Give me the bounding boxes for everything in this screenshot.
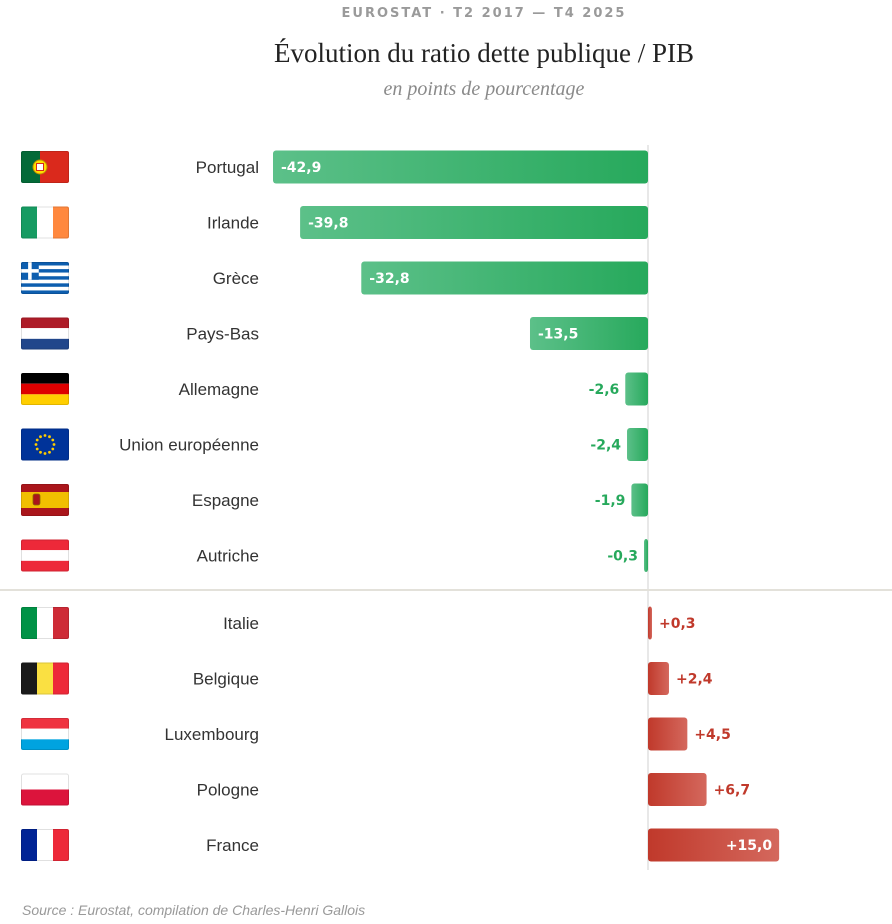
germany-flag (21, 373, 69, 405)
italy-flag (21, 607, 69, 639)
bar (273, 150, 648, 184)
value-label: -1,9 (595, 493, 626, 509)
value-label: -42,9 (281, 160, 321, 176)
country-label: Pays-Bas (186, 325, 259, 344)
bar-row: Union européenne -2,4 (21, 428, 648, 461)
bar-row: Irlande -39,8 (21, 206, 648, 239)
bar-row: Luxembourg +4,5 (21, 717, 731, 751)
bar (648, 773, 707, 806)
value-label: +0,3 (659, 616, 696, 632)
country-label: Luxembourg (164, 725, 259, 744)
value-label: -32,8 (369, 271, 409, 287)
bar-row: Italie +0,3 (21, 606, 696, 640)
country-label: Pologne (197, 781, 259, 800)
bar (631, 483, 648, 517)
poland-flag (21, 773, 69, 806)
bar-row: France +15,0 (21, 828, 780, 862)
value-label: +2,4 (676, 672, 713, 688)
value-label: -39,8 (308, 216, 348, 232)
country-label: Grèce (213, 269, 259, 288)
value-label: -0,3 (607, 549, 638, 565)
chart-kicker: EUROSTAT · T2 2017 — T4 2025 (341, 6, 627, 21)
value-label: +6,7 (714, 783, 751, 799)
value-label: +4,5 (694, 727, 731, 743)
bar (648, 717, 688, 751)
belgium-flag (21, 662, 69, 695)
chart-title: Évolution du ratio dette publique / PIB (274, 38, 694, 68)
chart-subtitle: en points de pourcentage (383, 78, 585, 100)
country-label: France (206, 836, 259, 855)
bar (625, 372, 648, 406)
value-label: +15,0 (726, 838, 773, 854)
country-label: Autriche (197, 547, 259, 566)
france-flag (21, 829, 69, 861)
bar (644, 539, 648, 572)
value-label: -2,6 (589, 382, 620, 398)
spain-flag (21, 484, 69, 516)
bar (648, 606, 652, 640)
bar (627, 428, 648, 461)
bar-row: Belgique +2,4 (21, 662, 713, 695)
bar (361, 261, 648, 295)
country-label: Espagne (192, 491, 259, 510)
source-note: Source : Eurostat, compilation de Charle… (22, 902, 366, 918)
portugal-flag (21, 151, 69, 183)
bar-chart: Portugal -42,9 Irlande -39,8 Grèce -32,8 Pays-… (0, 145, 892, 870)
ireland-flag (21, 206, 69, 239)
bar-row: Portugal -42,9 (21, 150, 648, 184)
bar-row: Grèce -32,8 (21, 261, 648, 295)
austria-flag (21, 539, 69, 572)
bar (648, 662, 669, 695)
bar-row: Espagne -1,9 (21, 483, 648, 517)
bar (529, 317, 648, 350)
netherlands-flag (21, 317, 69, 350)
value-label: -2,4 (590, 438, 621, 454)
country-label: Portugal (196, 158, 259, 177)
bar-row: Autriche -0,3 (21, 539, 648, 572)
country-label: Allemagne (179, 380, 259, 399)
greece-flag (21, 262, 69, 294)
country-label: Union européenne (119, 436, 259, 455)
bar (648, 828, 780, 862)
value-label: -13,5 (538, 327, 578, 343)
country-label: Irlande (207, 214, 259, 233)
bar-row: Pologne +6,7 (21, 773, 750, 806)
bar (300, 206, 648, 239)
eu-flag (21, 428, 69, 461)
bar-row: Pays-Bas -13,5 (21, 317, 648, 350)
luxembourg-flag (21, 718, 69, 750)
country-label: Italie (223, 614, 259, 633)
bar-row: Allemagne -2,6 (21, 372, 648, 406)
country-label: Belgique (193, 670, 259, 689)
